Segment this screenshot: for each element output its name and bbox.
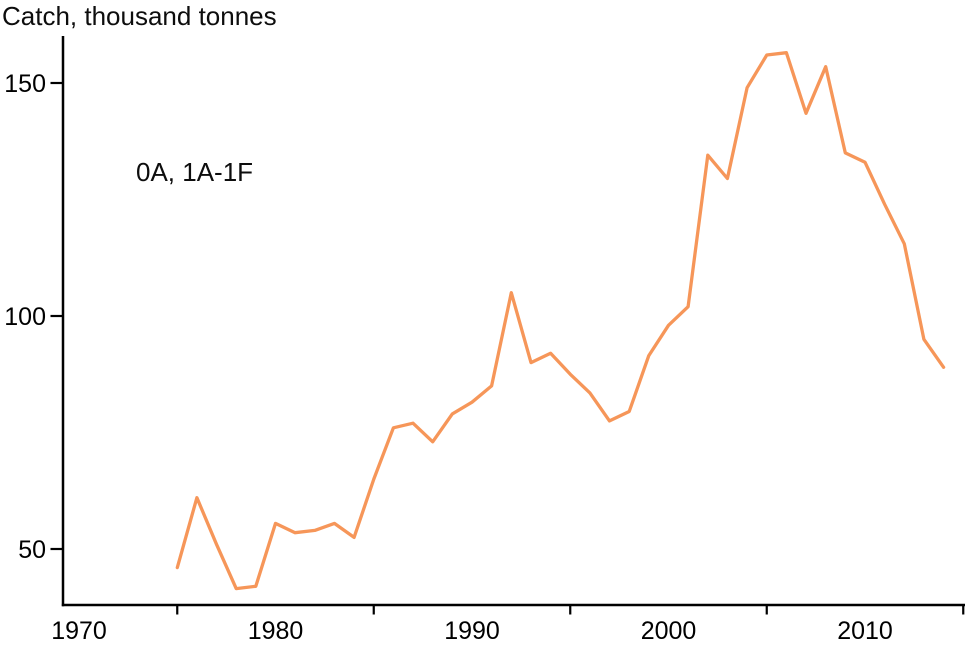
y-tick-label: 50 [18, 536, 46, 564]
region-annotation: 0A, 1A-1F [136, 157, 254, 187]
catch-line-series [175, 51, 946, 591]
y-tick-label: 100 [4, 303, 46, 331]
y-tick-label: 150 [4, 70, 46, 98]
chart-title: Catch, thousand tonnes [2, 1, 277, 31]
x-tick-label: 2010 [837, 617, 893, 645]
x-tick-label: 1980 [248, 617, 304, 645]
x-tick-label: 2000 [641, 617, 697, 645]
x-tick-label: 1970 [51, 617, 107, 645]
x-tick-label: 1990 [444, 617, 500, 645]
